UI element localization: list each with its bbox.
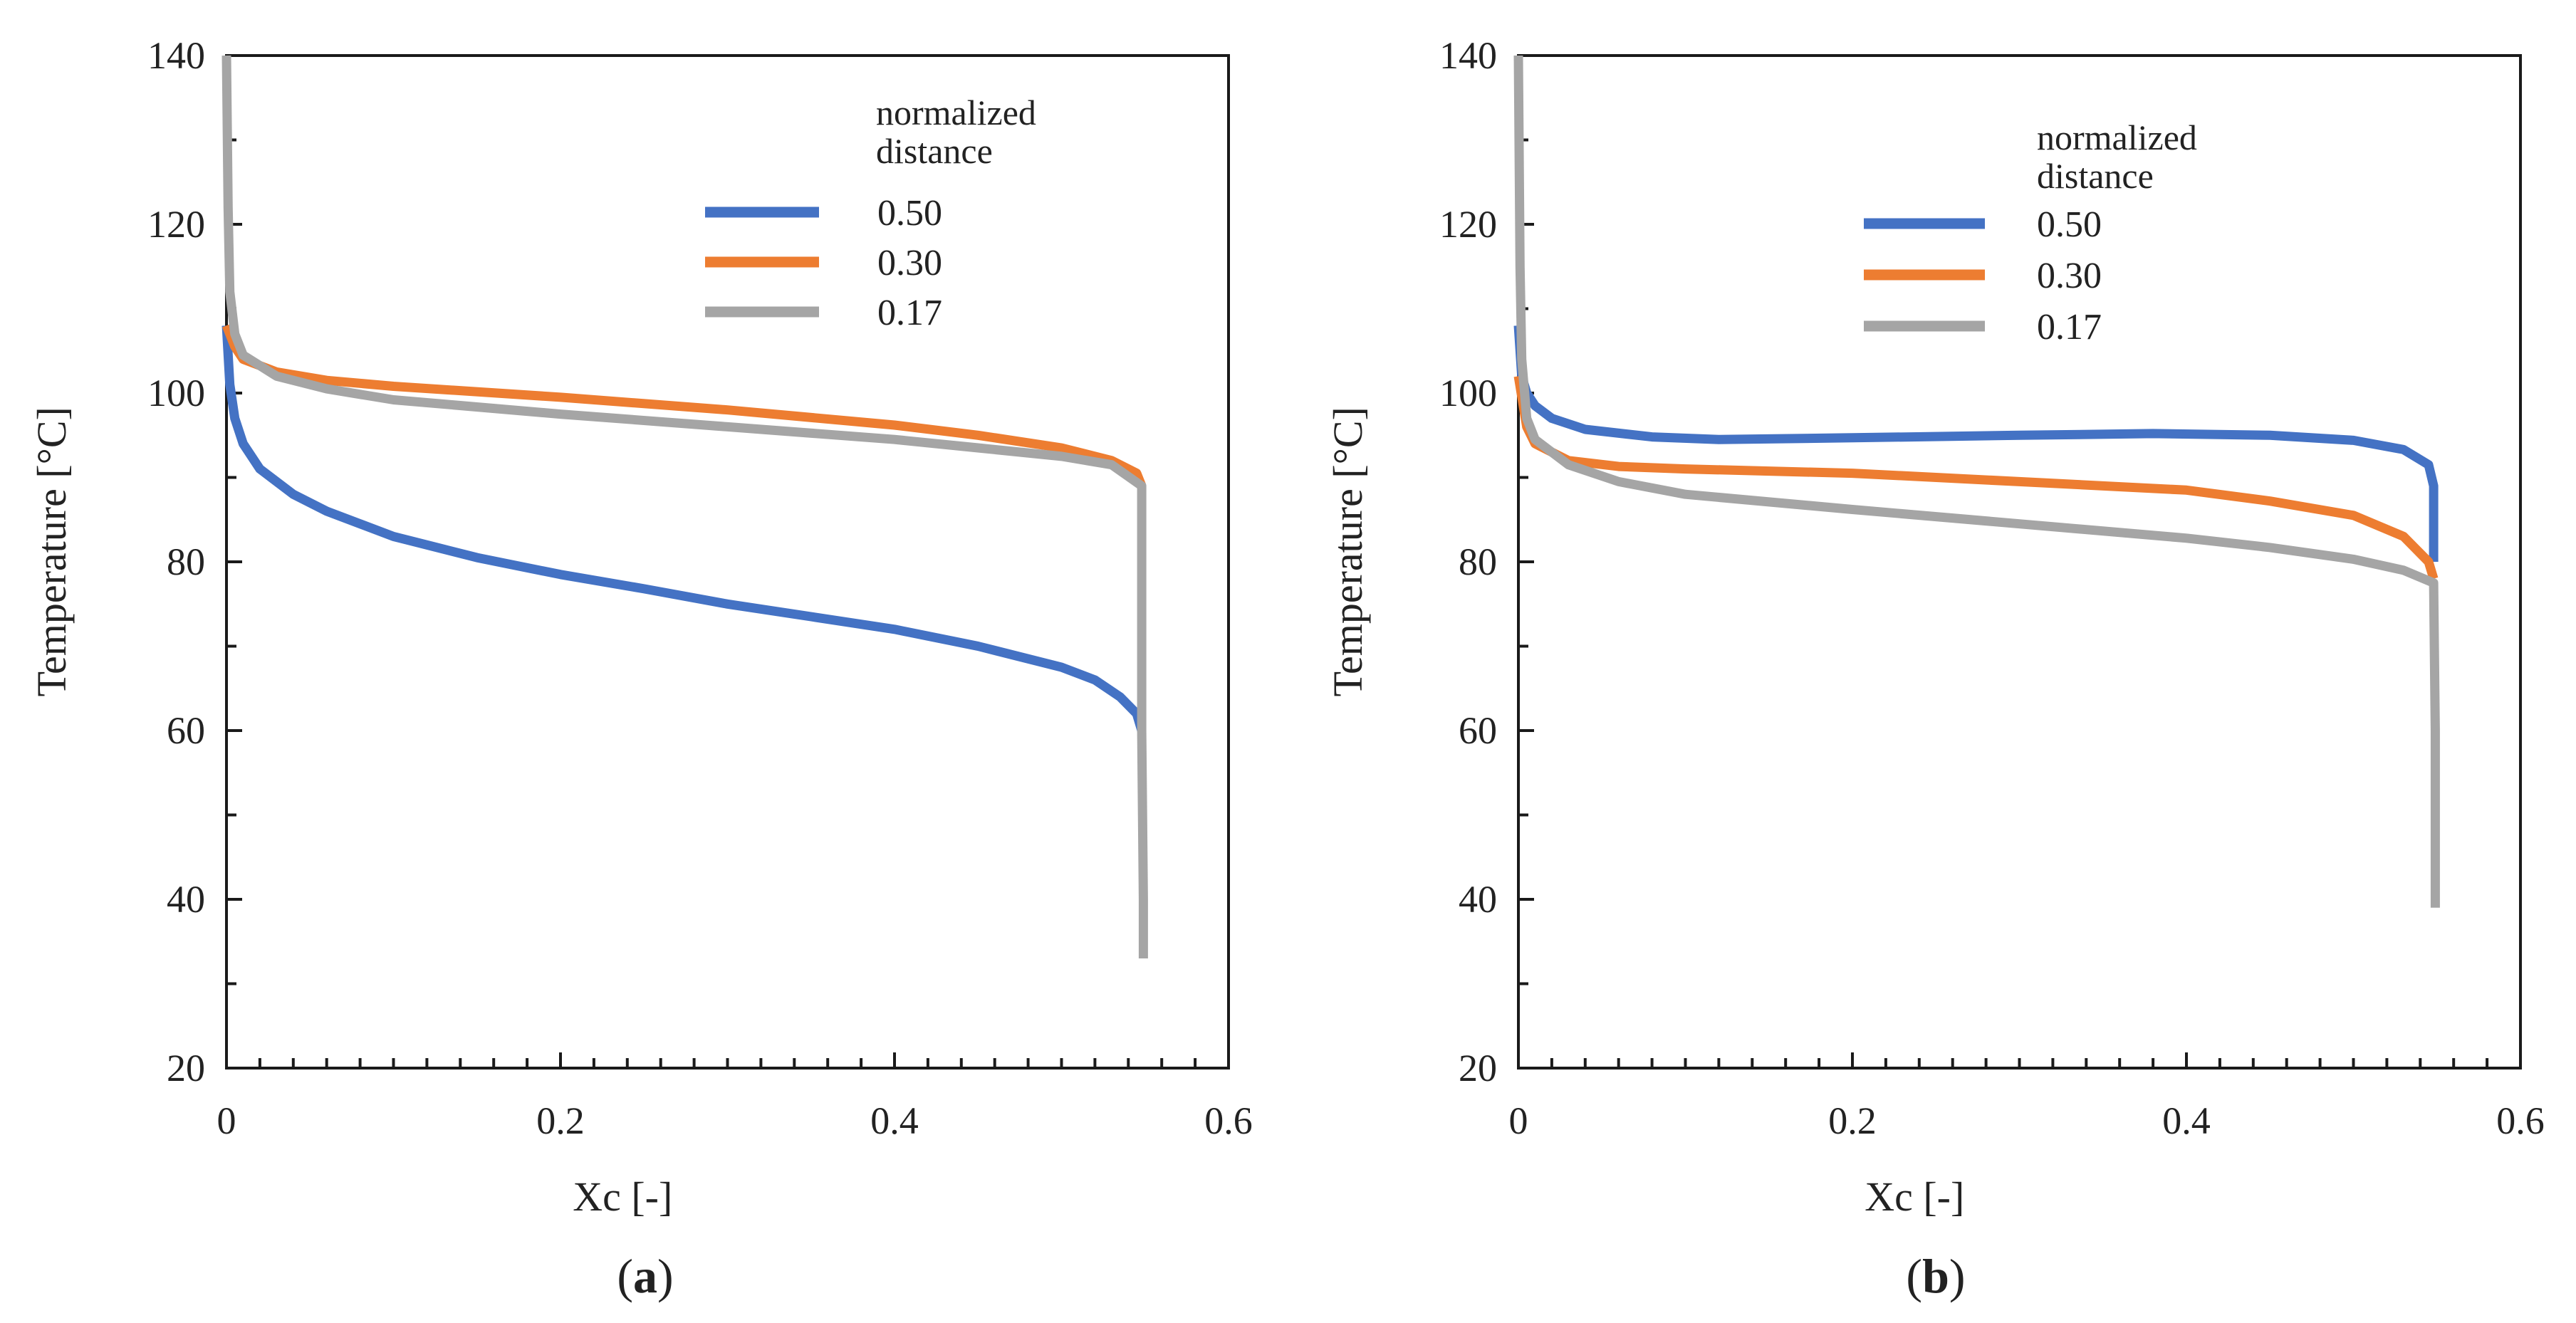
y-tick-label: 60 xyxy=(167,709,205,752)
legend-title-line1: normalized xyxy=(2037,117,2197,157)
series-line-0-50 xyxy=(1513,325,2439,562)
panel-a: 0 0.2 0.4 0.6 20 40 60 80 100 120 140 Xc [-] Tempera… xyxy=(28,34,1253,1303)
legend-label-0-30: 0.30 xyxy=(877,243,942,283)
x-tick-label: 0.2 xyxy=(536,1099,585,1142)
series-line-0-17 xyxy=(221,55,1148,958)
series-line-0-30 xyxy=(221,323,1147,488)
x-tick-label: 0 xyxy=(217,1099,236,1142)
series-line-0-50 xyxy=(221,325,1147,732)
y-tick-label: 60 xyxy=(1459,709,1497,752)
y-tick-label: 40 xyxy=(1459,878,1497,921)
legend-label-0-50: 0.50 xyxy=(2037,204,2102,245)
y-tick-label: 80 xyxy=(1459,540,1497,583)
legend-label-0-30: 0.30 xyxy=(2037,256,2102,296)
panel-label: (b) xyxy=(1906,1249,1965,1303)
x-tick-label: 0.4 xyxy=(870,1099,919,1142)
x-axis-title: Xc [-] xyxy=(1865,1173,1964,1220)
legend-title-line1: normalized xyxy=(876,93,1036,132)
legend-title-line2: distance xyxy=(876,131,993,171)
series-line-0-17 xyxy=(1513,55,2440,908)
x-tick-label: 0.2 xyxy=(1828,1099,1877,1142)
x-tick-label: 0.6 xyxy=(1204,1099,1253,1142)
y-axis-title: Temperature [°C] xyxy=(1325,407,1371,696)
y-axis-title: Temperature [°C] xyxy=(28,407,75,696)
y-tick-label: 120 xyxy=(147,203,205,246)
y-tick-label: 40 xyxy=(167,878,205,921)
y-tick-label: 120 xyxy=(1439,203,1497,246)
x-axis-title: Xc [-] xyxy=(573,1173,672,1220)
y-tick-label: 20 xyxy=(167,1047,205,1089)
y-tick-label: 80 xyxy=(167,540,205,583)
y-tick-label: 140 xyxy=(1439,34,1497,77)
x-tick-label: 0 xyxy=(1509,1099,1528,1142)
legend-label-0-17: 0.17 xyxy=(2037,307,2102,347)
panel-b: 0 0.2 0.4 0.6 20 40 60 80 100 120 140 Xc [-] Tempera… xyxy=(1325,34,2545,1303)
y-tick-label: 140 xyxy=(147,34,205,77)
y-tick-label: 20 xyxy=(1459,1047,1497,1089)
legend-label-0-50: 0.50 xyxy=(877,193,942,234)
panel-label: (a) xyxy=(617,1249,673,1303)
y-tick-label: 100 xyxy=(1439,372,1497,414)
y-tick-label: 100 xyxy=(147,372,205,414)
legend-label-0-17: 0.17 xyxy=(877,293,942,333)
x-tick-label: 0.6 xyxy=(2496,1099,2545,1142)
legend-title-line2: distance xyxy=(2037,156,2154,196)
x-tick-label: 0.4 xyxy=(2162,1099,2211,1142)
